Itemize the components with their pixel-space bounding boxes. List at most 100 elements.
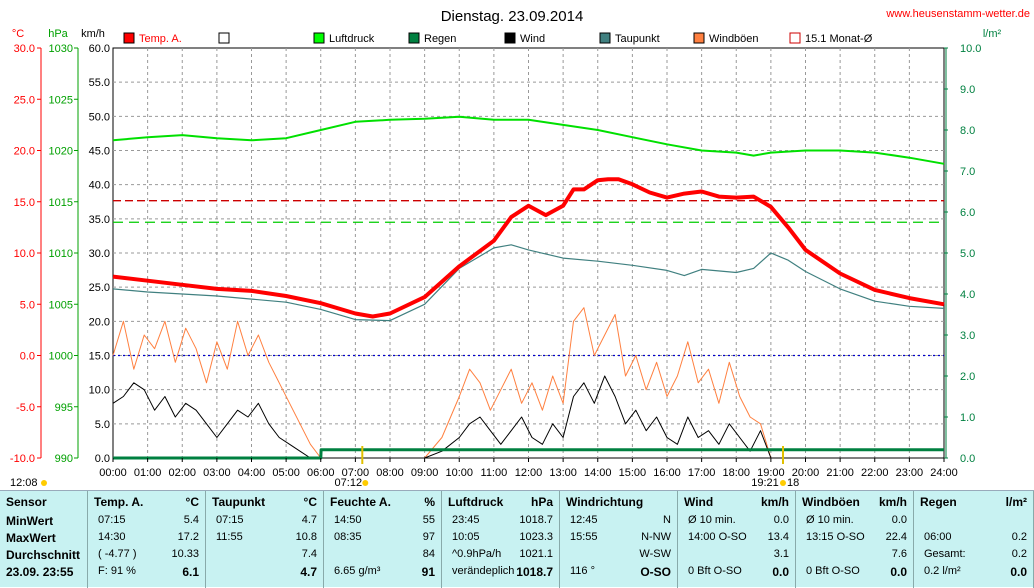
temp-tick-label: 0.0: [20, 351, 35, 363]
kmh-tick-label: 30.0: [89, 248, 110, 260]
legend-swatch: [408, 32, 420, 44]
axis-ticks: 30.0 25.0 20.0 15.0 10.0 5.0 0.0 -5.0 -10.0 1030 1…: [10, 43, 982, 489]
legend-swatch: [123, 32, 135, 44]
temp-tick-label: 25.0: [14, 94, 35, 106]
stats-label: 0 Bft O-SO: [688, 565, 742, 577]
stats-unit: %: [424, 495, 435, 509]
temp-tick-label: 5.0: [20, 299, 35, 311]
stats-label: 07:15: [98, 514, 126, 526]
stats-value: 4.7: [300, 565, 317, 579]
temp-unit: °C: [12, 28, 24, 40]
stats-column: Sensor MinWert MaxWert Durchschnitt 23.09. 2…: [0, 491, 88, 588]
hpa-tick-label: 1000: [49, 351, 73, 363]
stats-header: Windrichtung: [566, 495, 644, 509]
stats-value: O-SO: [640, 565, 671, 579]
kmh-tick-label: 35.0: [89, 214, 110, 226]
stats-value: N: [663, 514, 671, 526]
time-tick-label: 13:00: [549, 467, 577, 479]
legend-swatch: [504, 32, 516, 44]
legend-swatch: [599, 32, 611, 44]
stats-value: 0.0: [773, 514, 789, 526]
stats-label: 13:15 O-SO: [806, 531, 865, 543]
stats-label: MaxWert: [6, 531, 56, 545]
stats-label: 11:55: [216, 531, 243, 543]
rain-tick-label: 8.0: [960, 125, 975, 137]
left-marker-label: 12:08: [10, 477, 38, 489]
time-tick-label: 16:00: [653, 467, 681, 479]
legend-swatch: [789, 32, 801, 44]
stats-label: Ø 10 min.: [806, 514, 854, 526]
stats-label: Durchschnitt: [6, 548, 81, 562]
stats-value: 10.33: [171, 548, 199, 560]
stats-value: 91: [421, 565, 435, 579]
stats-header: Windböen: [802, 495, 860, 509]
legend-swatch: [218, 32, 230, 44]
rain-tick-label: 2.0: [960, 371, 975, 383]
time-tick-label: 14:00: [584, 467, 612, 479]
stats-label: 6.65 g/m³: [334, 565, 381, 577]
stats-value: 1023.3: [519, 531, 553, 543]
stats-label: 07:15: [216, 514, 244, 526]
website-link[interactable]: www.heusenstamm-wetter.de: [885, 8, 1030, 20]
stats-value: 84: [422, 548, 435, 560]
stats-label: 23:45: [452, 514, 480, 526]
temperature-series: [112, 177, 945, 319]
stats-label: 10:05: [452, 531, 480, 543]
legend-label: Windböen: [709, 33, 759, 45]
stats-label: 0.2 l/m²: [924, 565, 961, 577]
stats-header: Wind: [684, 495, 714, 509]
stats-header: Regen: [920, 495, 957, 509]
stats-header: Luftdruck: [448, 495, 504, 509]
chart-title: Dienstag. 23.09.2014: [441, 8, 584, 25]
stats-label: MinWert: [6, 514, 54, 528]
time-tick-label: 18:00: [722, 467, 750, 479]
kmh-tick-label: 15.0: [89, 351, 110, 363]
stats-label: 08:35: [334, 531, 362, 543]
rain-tick-label: 6.0: [960, 207, 975, 219]
sunrise-label: 07:12: [335, 477, 363, 489]
stats-panel: Sensor MinWert MaxWert Durchschnitt 23.09. 2…: [0, 490, 1034, 588]
stats-header: Taupunkt: [212, 495, 266, 509]
rain-tick-label: 10.0: [960, 43, 981, 55]
temp-tick-label: -5.0: [16, 402, 35, 414]
time-tick-label: 01:00: [134, 467, 162, 479]
dewpoint-series: [112, 244, 945, 322]
hpa-tick-label: 1025: [49, 94, 73, 106]
time-tick-label: 12:00: [515, 467, 543, 479]
stats-value: 4.7: [301, 514, 317, 526]
stats-label: F: 91 %: [98, 565, 136, 577]
stats-value: 0.0: [1010, 565, 1027, 579]
temp-tick-label: 20.0: [14, 146, 35, 158]
stats-label: 12:45: [570, 514, 598, 526]
stats-column: Regen l/m² 06:00 0.2 Gesamt: 0.2 0.2 l/m² 0.0: [914, 491, 1034, 588]
rain-tick-label: 9.0: [960, 84, 975, 96]
time-tick-label: 11:00: [481, 467, 508, 479]
wind-series: [112, 375, 944, 459]
legend-label: Wind: [520, 33, 545, 45]
time-tick-label: 02:00: [168, 467, 196, 479]
stats-label: 23.09. 23:55: [6, 565, 74, 579]
rain-tick-label: 3.0: [960, 330, 975, 342]
stats-value: 6.1: [182, 565, 199, 579]
stats-label: verändерlich: [452, 565, 515, 577]
time-tick-label: 03:00: [203, 467, 231, 479]
stats-value: 1018.7: [516, 565, 553, 579]
time-tick-label: 00:00: [99, 467, 127, 479]
stats-header: Feuchte A.: [330, 495, 391, 509]
legend-label: Temp. A.: [139, 33, 182, 45]
rain-tick-label: 5.0: [960, 248, 975, 260]
kmh-tick-label: 50.0: [89, 111, 110, 123]
plot-area: [112, 47, 945, 460]
stats-value: 17.2: [177, 531, 199, 543]
left-marker-icon: [41, 480, 47, 486]
stats-value: 5.4: [183, 514, 199, 526]
kmh-tick-label: 45.0: [89, 146, 110, 158]
stats-label: 14:30: [98, 531, 126, 543]
sunset-icon: [779, 480, 786, 486]
stats-value: 7.4: [301, 548, 317, 560]
legend-swatch: [693, 32, 705, 44]
time-tick-label: 17:00: [688, 467, 716, 479]
kmh-tick-label: 60.0: [89, 43, 110, 55]
hpa-unit: hPa: [48, 28, 68, 40]
axis-units: °C hPa km/h l/m²: [12, 28, 1002, 40]
